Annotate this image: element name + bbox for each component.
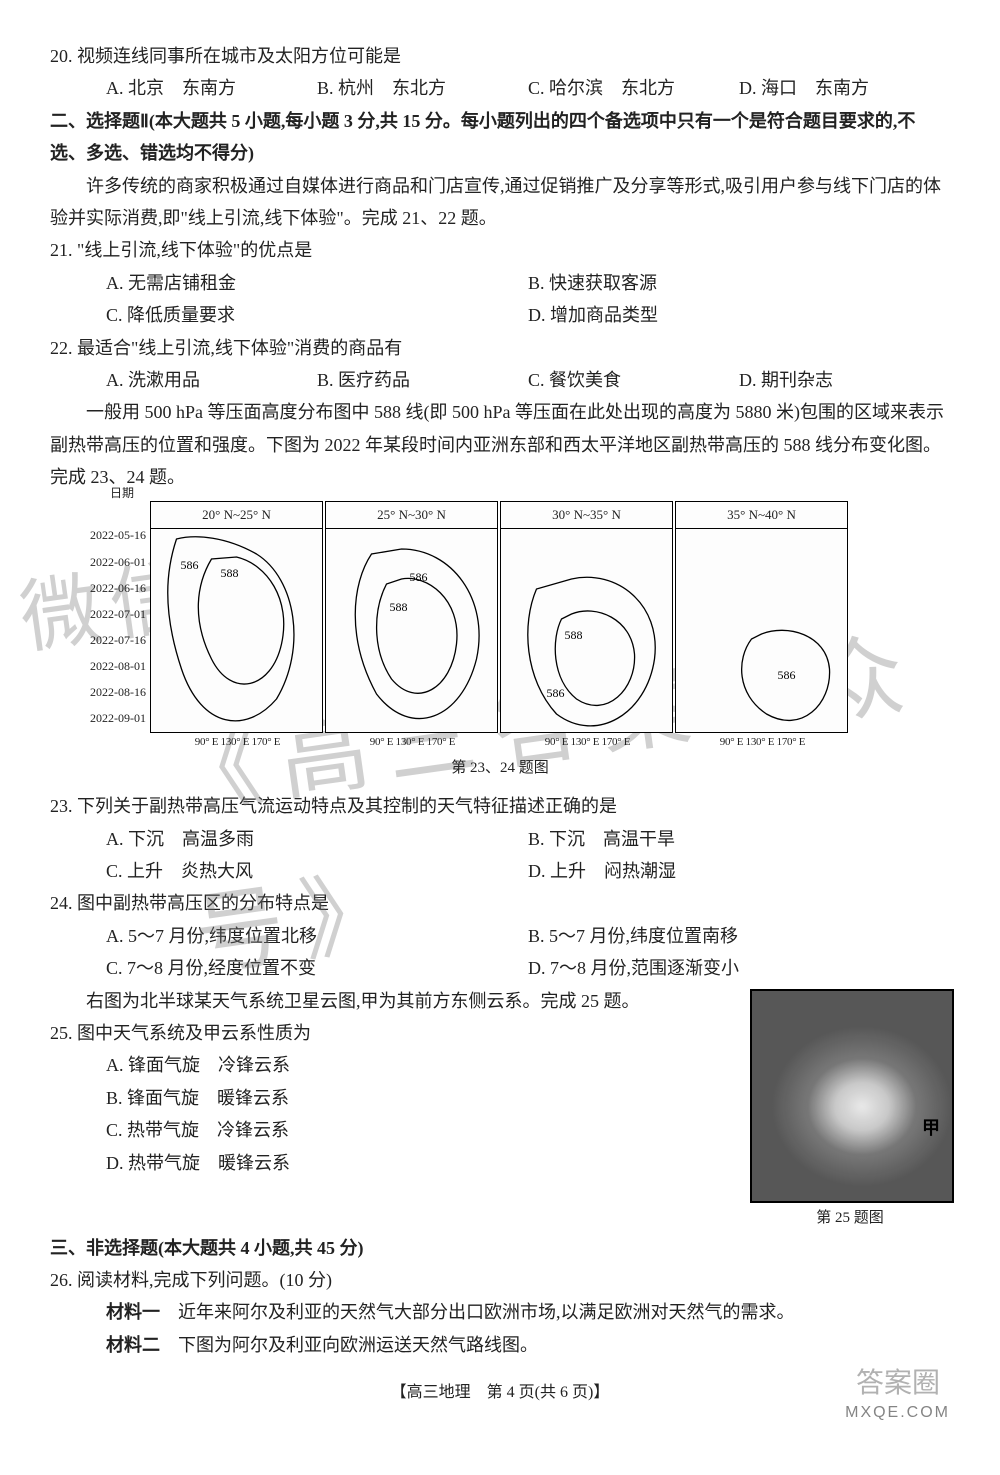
q25-opt-d: D. 热带气旋 暖锋云系 bbox=[106, 1147, 742, 1179]
ytick-0: 2022-05-16 bbox=[76, 525, 146, 547]
satellite-figure: 甲 第 25 题图 bbox=[750, 989, 950, 1232]
passage-23-24: 一般用 500 hPa 等压面高度分布图中 588 线(即 500 hPa 等压… bbox=[50, 396, 950, 493]
panel4-title: 35° N~40° N bbox=[676, 502, 847, 528]
q26-m1-text: 近年来阿尔及利亚的天然气大部分出口欧洲市场,以满足欧洲对天然气的需求。 bbox=[178, 1302, 795, 1322]
ytick-4: 2022-07-16 bbox=[76, 630, 146, 652]
xaxis-3: 90° E 130° E 170° E bbox=[500, 733, 675, 753]
q22-opt-b: B. 医疗药品 bbox=[317, 364, 528, 396]
q20-options: A. 北京 东南方 B. 杭州 东北方 C. 哈尔滨 东北方 D. 海口 东南方 bbox=[50, 72, 950, 104]
ytick-2: 2022-06-16 bbox=[76, 578, 146, 600]
figure-panel-2: 25° N~30° N 586 588 bbox=[325, 501, 498, 733]
ytick-3: 2022-07-01 bbox=[76, 604, 146, 626]
p4-label-586: 586 bbox=[778, 668, 796, 682]
q21-options: A. 无需店铺租金 B. 快速获取客源 C. 降低质量要求 D. 增加商品类型 bbox=[50, 267, 950, 332]
section2-header: 二、选择题Ⅱ(本大题共 5 小题,每小题 3 分,共 15 分。每小题列出的四个… bbox=[50, 105, 950, 170]
xaxis-2: 90° E 130° E 170° E bbox=[325, 733, 500, 753]
satellite-label-jia: 甲 bbox=[922, 1112, 940, 1144]
q23-stem: 23. 下列关于副热带高压气流运动特点及其控制的天气特征描述正确的是 bbox=[50, 790, 950, 822]
passage-21-22: 许多传统的商家积极通过自媒体进行商品和门店宣传,通过促销推广及分享等形式,吸引用… bbox=[50, 170, 950, 235]
q22-options: A. 洗漱用品 B. 医疗药品 C. 餐饮美食 D. 期刊杂志 bbox=[50, 364, 950, 396]
ytick-5: 2022-08-01 bbox=[76, 656, 146, 678]
q24-options: A. 5～7 月份,纬度位置北移 B. 5～7 月份,纬度位置南移 C. 7～8… bbox=[50, 920, 950, 985]
panel1-title: 20° N~25° N bbox=[151, 502, 322, 528]
q25-opt-b: B. 锋面气旋 暖锋云系 bbox=[106, 1082, 742, 1114]
q20-stem: 20. 视频连线同事所在城市及太阳方位可能是 bbox=[50, 40, 950, 72]
q21-opt-b: B. 快速获取客源 bbox=[528, 267, 950, 299]
ytick-1: 2022-06-01 bbox=[76, 552, 146, 574]
p3-label-586: 586 bbox=[547, 686, 565, 700]
figure-y-axis: 2022-05-16 2022-06-01 2022-06-16 2022-07… bbox=[76, 525, 146, 729]
panel3-title: 30° N~35° N bbox=[501, 502, 672, 528]
q20-opt-a: A. 北京 东南方 bbox=[106, 72, 317, 104]
q23-opt-d: D. 上升 闷热潮湿 bbox=[528, 855, 950, 887]
q23-opt-a: A. 下沉 高温多雨 bbox=[106, 823, 528, 855]
p2-label-588: 588 bbox=[390, 600, 408, 614]
figure-panel-1: 20° N~25° N 586 588 bbox=[150, 501, 323, 733]
q22-opt-a: A. 洗漱用品 bbox=[106, 364, 317, 396]
q21-opt-d: D. 增加商品类型 bbox=[528, 299, 950, 331]
q26-m2-text: 下图为阿尔及利亚向欧洲运送天然气路线图。 bbox=[178, 1335, 538, 1355]
q26-material2: 材料二 下图为阿尔及利亚向欧洲运送天然气路线图。 bbox=[50, 1329, 950, 1361]
q26-m2-label: 材料二 bbox=[106, 1335, 160, 1355]
q20-opt-c: C. 哈尔滨 东北方 bbox=[528, 72, 739, 104]
q20-opt-d: D. 海口 东南方 bbox=[739, 72, 950, 104]
q25-options: A. 锋面气旋 冷锋云系 B. 锋面气旋 暖锋云系 C. 热带气旋 冷锋云系 D… bbox=[50, 1049, 742, 1179]
q21-opt-a: A. 无需店铺租金 bbox=[106, 267, 528, 299]
q24-opt-d: D. 7～8 月份,范围逐渐变小 bbox=[528, 952, 950, 984]
q26-stem: 26. 阅读材料,完成下列问题。(10 分) bbox=[50, 1264, 950, 1296]
ytick-6: 2022-08-16 bbox=[76, 682, 146, 704]
q23-opt-c: C. 上升 炎热大风 bbox=[106, 855, 528, 887]
figure-caption: 第 23、24 题图 bbox=[150, 755, 850, 782]
q22-stem: 22. 最适合"线上引流,线下体验"消费的商品有 bbox=[50, 332, 950, 364]
satellite-caption: 第 25 题图 bbox=[750, 1205, 950, 1232]
page-footer: 【高三地理 第 4 页(共 6 页)】 bbox=[50, 1379, 950, 1408]
p1-label-588: 588 bbox=[221, 566, 239, 580]
q24-opt-c: C. 7～8 月份,经度位置不变 bbox=[106, 952, 528, 984]
p2-label-586: 586 bbox=[410, 570, 428, 584]
q23-opt-b: B. 下沉 高温干旱 bbox=[528, 823, 950, 855]
p1-label-586: 586 bbox=[181, 558, 199, 572]
xaxis-1: 90° E 130° E 170° E bbox=[150, 733, 325, 753]
q21-stem: 21. "线上引流,线下体验"的优点是 bbox=[50, 234, 950, 266]
q26-m1-label: 材料一 bbox=[106, 1302, 160, 1322]
q24-opt-a: A. 5～7 月份,纬度位置北移 bbox=[106, 920, 528, 952]
figure-23-24: 日期 2022-05-16 2022-06-01 2022-06-16 2022… bbox=[150, 501, 850, 782]
q25-opt-c: C. 热带气旋 冷锋云系 bbox=[106, 1114, 742, 1146]
ytick-7: 2022-09-01 bbox=[76, 708, 146, 730]
figure-date-header: 日期 bbox=[110, 483, 134, 505]
p3-label-588: 588 bbox=[565, 628, 583, 642]
xaxis-4: 90° E 130° E 170° E bbox=[675, 733, 850, 753]
section3-header: 三、非选择题(本大题共 4 小题,共 45 分) bbox=[50, 1232, 950, 1264]
q22-opt-c: C. 餐饮美食 bbox=[528, 364, 739, 396]
q20-opt-b: B. 杭州 东北方 bbox=[317, 72, 528, 104]
q26-material1: 材料一 近年来阿尔及利亚的天然气大部分出口欧洲市场,以满足欧洲对天然气的需求。 bbox=[50, 1296, 950, 1328]
q22-opt-d: D. 期刊杂志 bbox=[739, 364, 950, 396]
figure-panel-4: 35° N~40° N 586 bbox=[675, 501, 848, 733]
q23-options: A. 下沉 高温多雨 B. 下沉 高温干旱 C. 上升 炎热大风 D. 上升 闷… bbox=[50, 823, 950, 888]
panel2-title: 25° N~30° N bbox=[326, 502, 497, 528]
q24-opt-b: B. 5～7 月份,纬度位置南移 bbox=[528, 920, 950, 952]
q24-stem: 24. 图中副热带高压区的分布特点是 bbox=[50, 887, 950, 919]
figure-panel-3: 30° N~35° N 588 586 bbox=[500, 501, 673, 733]
q21-opt-c: C. 降低质量要求 bbox=[106, 299, 528, 331]
q25-opt-a: A. 锋面气旋 冷锋云系 bbox=[106, 1049, 742, 1081]
